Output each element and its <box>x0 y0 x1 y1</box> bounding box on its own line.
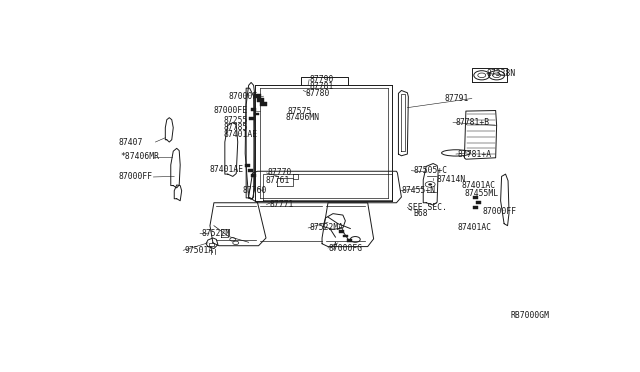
Circle shape <box>428 183 432 186</box>
Text: 87790: 87790 <box>310 75 334 84</box>
Text: 87000FG: 87000FG <box>329 244 363 253</box>
Polygon shape <box>474 196 478 199</box>
Text: 87522M: 87522M <box>202 229 231 238</box>
Polygon shape <box>257 97 264 102</box>
Text: 87000FF: 87000FF <box>483 207 517 216</box>
Polygon shape <box>251 108 256 111</box>
Text: 87781+B: 87781+B <box>456 118 490 127</box>
Text: 87255: 87255 <box>224 116 248 125</box>
Text: 87771: 87771 <box>269 200 294 209</box>
Text: 87761: 87761 <box>265 176 289 185</box>
Text: 87505+C: 87505+C <box>413 166 447 175</box>
Polygon shape <box>473 206 478 209</box>
Text: 87455ML: 87455ML <box>465 189 499 198</box>
Text: 87401AC: 87401AC <box>458 223 492 232</box>
Polygon shape <box>339 230 344 233</box>
Text: 87785: 87785 <box>224 123 248 132</box>
Text: 97501A: 97501A <box>184 246 213 255</box>
Text: RB7000GM: RB7000GM <box>511 311 550 320</box>
Text: SEE SEC.: SEE SEC. <box>408 203 447 212</box>
Text: 87406MN: 87406MN <box>286 113 320 122</box>
Polygon shape <box>248 169 253 172</box>
Text: 87770: 87770 <box>268 169 292 177</box>
Text: 87791: 87791 <box>445 94 469 103</box>
Text: 87407: 87407 <box>118 138 143 147</box>
Text: 87000F: 87000F <box>229 92 258 101</box>
Text: 87781: 87781 <box>310 82 334 91</box>
Text: 87338N: 87338N <box>486 69 516 78</box>
Polygon shape <box>254 112 259 115</box>
Polygon shape <box>248 117 253 120</box>
Text: 87414N: 87414N <box>436 175 465 185</box>
Polygon shape <box>476 201 481 204</box>
Text: 87760: 87760 <box>243 186 267 195</box>
Polygon shape <box>245 164 250 167</box>
Polygon shape <box>254 94 261 97</box>
Polygon shape <box>251 174 256 177</box>
Polygon shape <box>343 235 348 237</box>
Polygon shape <box>260 102 267 106</box>
Text: 87455+N: 87455+N <box>401 186 436 195</box>
Text: 87000FE: 87000FE <box>214 106 248 115</box>
Text: 87401AE: 87401AE <box>224 130 258 140</box>
Text: 87401AE: 87401AE <box>210 165 244 174</box>
Text: 87401AC: 87401AC <box>462 181 496 190</box>
Text: 87000FF: 87000FF <box>118 173 153 182</box>
Text: 87522MA: 87522MA <box>309 224 343 232</box>
Text: 87781+A: 87781+A <box>458 150 492 158</box>
Text: 87575: 87575 <box>287 107 312 116</box>
Text: *87406MR: *87406MR <box>121 153 159 161</box>
Text: B68: B68 <box>414 209 428 218</box>
Polygon shape <box>347 239 352 242</box>
Text: 87780: 87780 <box>306 89 330 98</box>
